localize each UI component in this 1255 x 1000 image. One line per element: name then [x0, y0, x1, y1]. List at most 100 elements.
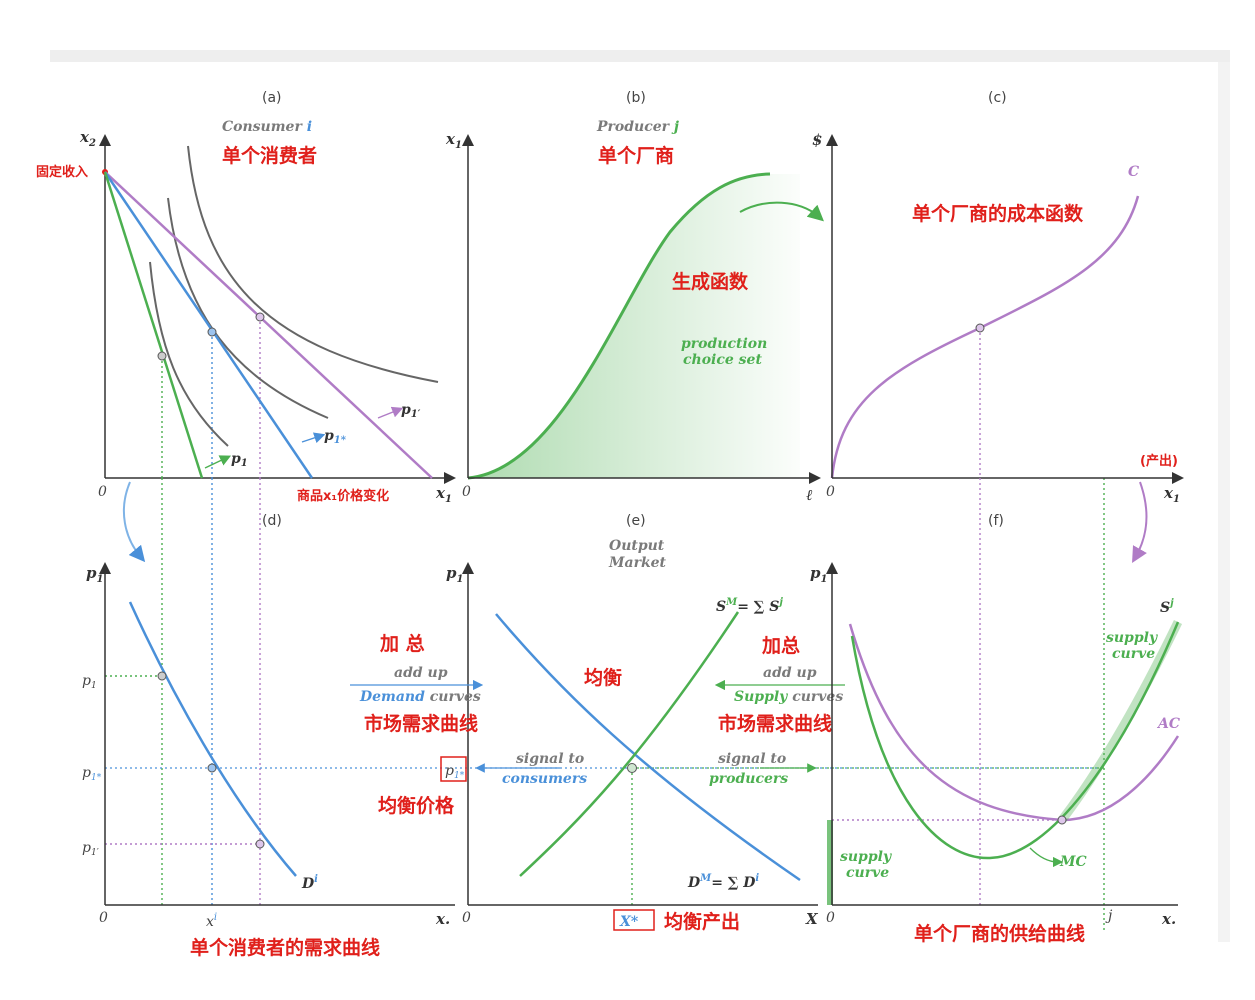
- svg-text:x2: x2: [79, 128, 96, 149]
- panel-c-y-label: $: [812, 131, 822, 149]
- panel-a-note: 单个消费者: [222, 144, 317, 167]
- p1-star-pointer: [301, 432, 326, 444]
- tick-p1-star: p: [82, 765, 91, 781]
- market-demand-label: D: [687, 875, 701, 891]
- individual-demand-label: D: [301, 876, 315, 892]
- mc-curve: [850, 621, 1180, 860]
- panel-c-letter: (c): [988, 90, 1007, 106]
- cost-label: C: [1128, 164, 1139, 180]
- panel-e: (e) Output Market p1 X 0 SM= ∑ Sj DM= ∑ …: [350, 513, 845, 933]
- low-supply-segment: [827, 820, 833, 905]
- svg-text:Demand curves: Demand curves: [359, 689, 481, 705]
- tangency-blue: [207, 327, 217, 337]
- left-market-note: 市场需求曲线: [364, 712, 478, 735]
- low-supply-text-1: supply: [840, 849, 892, 865]
- signal-left-1: signal to: [516, 751, 584, 767]
- market-supply-curve: [519, 611, 740, 877]
- svg-text:p1: p1: [86, 564, 103, 585]
- svg-text:p1′: p1′: [82, 840, 99, 858]
- demand-point-2: [207, 763, 217, 773]
- p1-pointer: [204, 455, 232, 469]
- panel-a-title: Consumer: [222, 119, 303, 135]
- panel-a-x-label: x: [435, 484, 446, 502]
- panel-d: (d) p1 x. 0 p1 p1* p1′ Di xi 单个消费者的需求曲线: [82, 478, 1104, 959]
- label-p1: p: [231, 451, 241, 467]
- firm-supply-text-1: supply: [1106, 630, 1158, 646]
- panel-e-x-label: X: [805, 910, 819, 928]
- mc-label: MC: [1059, 854, 1087, 870]
- budget-line-p1-prime: [104, 171, 433, 479]
- tangency-purple: [255, 312, 265, 322]
- arrow-a-to-d: [123, 481, 146, 563]
- left-add-note: 加 总: [379, 632, 425, 655]
- panel-f-origin: 0: [826, 910, 835, 926]
- svg-text:p1: p1: [231, 451, 248, 469]
- svg-text:Di: Di: [301, 874, 318, 892]
- signal-right-2: producers: [709, 771, 788, 787]
- arrow-b-to-c: [739, 201, 824, 222]
- equilibrium-point: [627, 763, 637, 773]
- ac-curve: [848, 623, 1180, 822]
- svg-text:Consumer i: Consumer i: [222, 119, 312, 135]
- svg-text:SM= ∑ Sj: SM= ∑ Sj: [716, 597, 783, 615]
- panel-d-y-label: p: [86, 564, 97, 582]
- svg-text:p1*: p1*: [324, 428, 347, 446]
- right-curves-word: Supply: [734, 689, 788, 705]
- svg-text:Sj: Sj: [1160, 598, 1174, 616]
- panel-a-y-label: x: [79, 128, 90, 146]
- production-function: [467, 172, 771, 480]
- f-x-tick-sup: j: [1105, 908, 1113, 924]
- right-curves: curves: [792, 689, 843, 705]
- svg-text:p1*: p1*: [82, 765, 102, 783]
- indifference-curve-3: [187, 145, 439, 383]
- svg-text:Producer j: Producer j: [596, 119, 679, 135]
- equilibrium-note: 均衡: [584, 666, 622, 689]
- indifference-curve-2: [167, 197, 329, 419]
- right-band: [1218, 62, 1230, 942]
- svg-text:p1: p1: [446, 564, 463, 585]
- panel-c-x-label: x: [1163, 484, 1174, 502]
- svg-text:Supply curves: Supply curves: [734, 689, 843, 705]
- production-set-line2: choice set: [683, 352, 762, 368]
- panel-c-origin: 0: [826, 484, 835, 500]
- indifference-curve-1: [149, 261, 229, 447]
- left-add: add up: [394, 665, 448, 681]
- ac-label: AC: [1156, 716, 1180, 732]
- min-ac-point: [1057, 815, 1067, 825]
- income-note: 固定收入: [36, 164, 88, 180]
- panel-b-title-var: j: [671, 119, 679, 135]
- svg-text:p1′: p1′: [401, 402, 421, 420]
- panel-f-letter: (f): [988, 513, 1004, 529]
- price-note: 商品x₁价格变化: [297, 488, 389, 504]
- market-title-2: Market: [608, 555, 667, 571]
- cost-curve: [830, 195, 1140, 479]
- panel-d-note: 单个消费者的需求曲线: [190, 936, 380, 959]
- svg-text:x1: x1: [1163, 484, 1180, 505]
- label-p1-star: p: [324, 428, 334, 444]
- p-star-label: p: [445, 763, 454, 779]
- right-market-note: 市场需求曲线: [718, 712, 832, 735]
- svg-text:DM= ∑ Di: DM= ∑ Di: [687, 873, 759, 891]
- panel-c: (c) 单个厂商的成本函数 $ x1 0 C (产出): [812, 90, 1184, 930]
- demand-point-3: [255, 839, 265, 849]
- panel-d-letter: (d): [262, 513, 282, 529]
- panel-e-origin: 0: [462, 910, 471, 926]
- p-star-box: [440, 756, 467, 782]
- left-curves: curves: [430, 689, 481, 705]
- cost-point: [975, 323, 985, 333]
- svg-text:xi: xi: [206, 912, 217, 930]
- tangency-green: [157, 351, 167, 361]
- panel-a-title-var: i: [307, 119, 312, 135]
- p-star-note: 均衡价格: [378, 794, 455, 817]
- panel-c-note: 单个厂商的成本函数: [912, 202, 1084, 225]
- market-title-1: Output: [609, 538, 665, 554]
- market-demand-curve: [495, 613, 801, 882]
- panel-a-letter: (a): [262, 90, 282, 106]
- top-band: [50, 50, 1230, 62]
- budget-line-p1-star: [103, 171, 314, 479]
- panel-f-y-label: p: [810, 564, 821, 582]
- signal-left-2: consumers: [502, 771, 587, 787]
- panel-b-note: 单个厂商: [598, 144, 674, 167]
- arrow-c-to-f: [1132, 481, 1148, 563]
- right-add: add up: [763, 665, 817, 681]
